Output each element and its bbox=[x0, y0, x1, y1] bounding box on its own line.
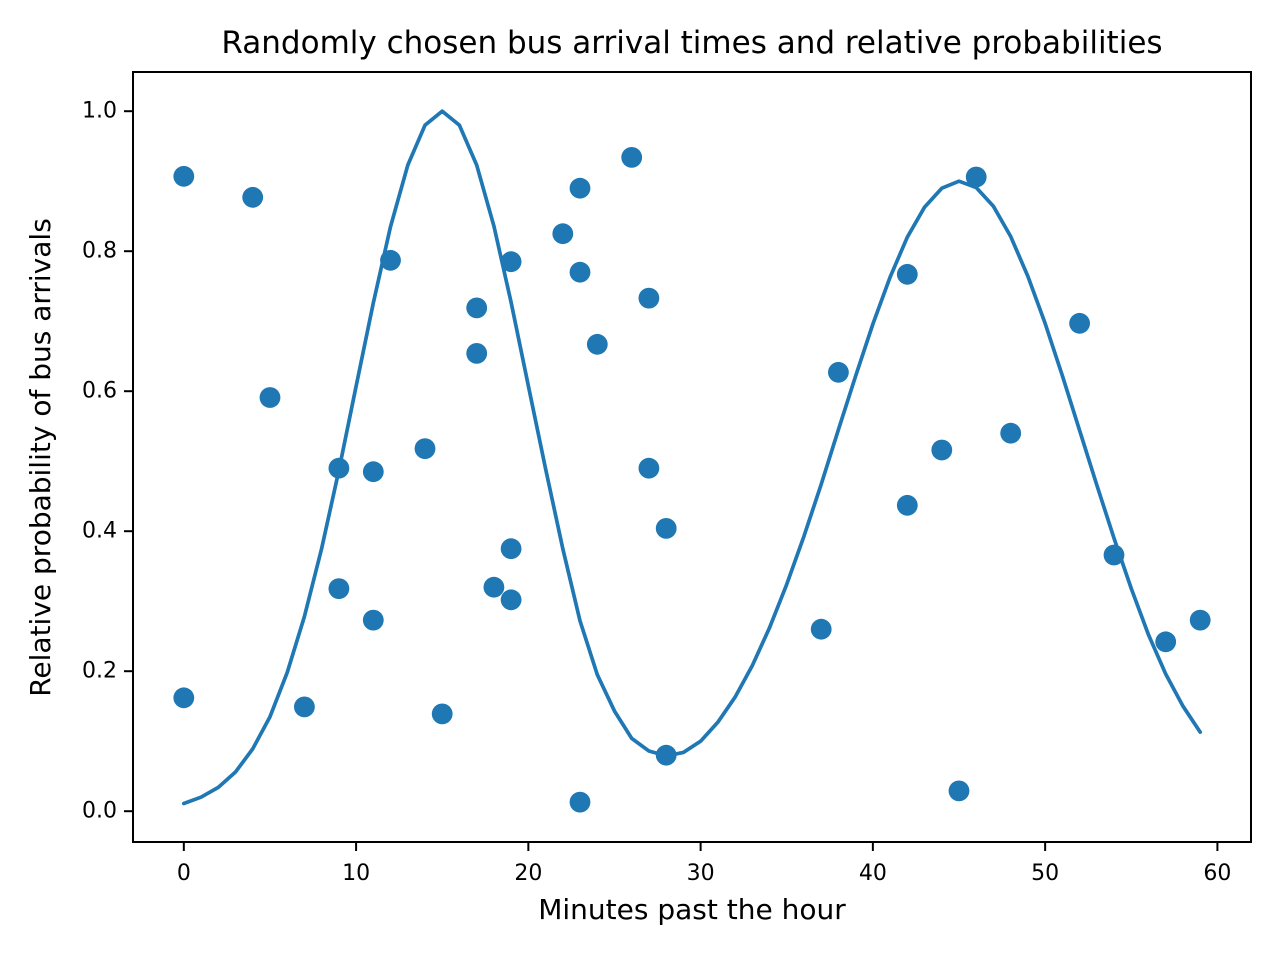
probability-curve bbox=[181, 109, 1203, 806]
x-tick-label: 0 bbox=[177, 861, 191, 886]
scatter-point bbox=[173, 165, 195, 187]
scatter-point bbox=[896, 263, 918, 285]
y-axis-label: Relative probability of bus arrivals bbox=[23, 217, 57, 697]
scatter-point bbox=[828, 361, 849, 383]
scatter-point bbox=[483, 576, 505, 598]
scatter-point bbox=[931, 439, 953, 461]
scatter-point bbox=[380, 249, 401, 271]
scatter-point bbox=[810, 618, 832, 640]
scatter-point bbox=[638, 457, 660, 479]
scatter-point bbox=[466, 297, 488, 319]
scatter-point bbox=[569, 791, 591, 813]
x-tick-label: 20 bbox=[514, 861, 542, 886]
y-tick-label: 0.4 bbox=[82, 519, 117, 544]
scatter-point bbox=[1000, 422, 1022, 444]
scatter-point bbox=[328, 578, 350, 599]
scatter-point bbox=[431, 703, 453, 725]
x-axis-label: Minutes past the hour bbox=[538, 893, 846, 926]
scatter-point bbox=[173, 687, 195, 709]
x-tick-label: 60 bbox=[1203, 861, 1231, 886]
y-tick-label: 0.0 bbox=[82, 799, 117, 824]
scatter-point bbox=[948, 780, 970, 802]
x-tick-label: 10 bbox=[342, 861, 370, 886]
chart-title: Randomly chosen bus arrival times and re… bbox=[221, 25, 1163, 61]
scatter-point bbox=[638, 287, 660, 309]
y-tick-label: 0.8 bbox=[82, 239, 117, 264]
scatter-point bbox=[362, 461, 384, 483]
scatter-point bbox=[655, 518, 677, 539]
scatter-point bbox=[500, 538, 522, 560]
scatter-point bbox=[362, 609, 384, 631]
scatter-point bbox=[259, 387, 281, 408]
scatter-point bbox=[1069, 312, 1090, 334]
scatter-point bbox=[1189, 609, 1211, 631]
scatter-point bbox=[621, 147, 643, 168]
y-axis-label-box: Relative probability of bus arrivals bbox=[8, 72, 72, 842]
scatter-point bbox=[896, 494, 918, 516]
scatter-point bbox=[965, 166, 987, 188]
scatter-point bbox=[500, 589, 522, 611]
scatter-point bbox=[569, 177, 591, 199]
scatter-point bbox=[328, 457, 350, 479]
scatter-point bbox=[586, 333, 608, 355]
y-tick-label: 0.2 bbox=[82, 659, 117, 684]
x-tick-label: 30 bbox=[687, 861, 715, 886]
y-tick-label: 1.0 bbox=[82, 99, 117, 124]
scatter-point bbox=[242, 186, 264, 208]
axes-frame bbox=[132, 71, 1252, 843]
scatter-point bbox=[414, 438, 436, 459]
scatter-point bbox=[569, 261, 591, 283]
scatter-point bbox=[655, 744, 677, 766]
scatter-point bbox=[466, 343, 488, 364]
scatter-point bbox=[294, 696, 315, 718]
x-tick-label: 40 bbox=[859, 861, 887, 886]
scatter-point bbox=[1155, 631, 1177, 653]
scatter-point bbox=[552, 223, 574, 245]
y-tick-label: 0.6 bbox=[82, 379, 117, 404]
x-tick-label: 50 bbox=[1031, 861, 1059, 886]
scatter-point bbox=[500, 251, 522, 273]
scatter-point bbox=[1103, 544, 1125, 566]
